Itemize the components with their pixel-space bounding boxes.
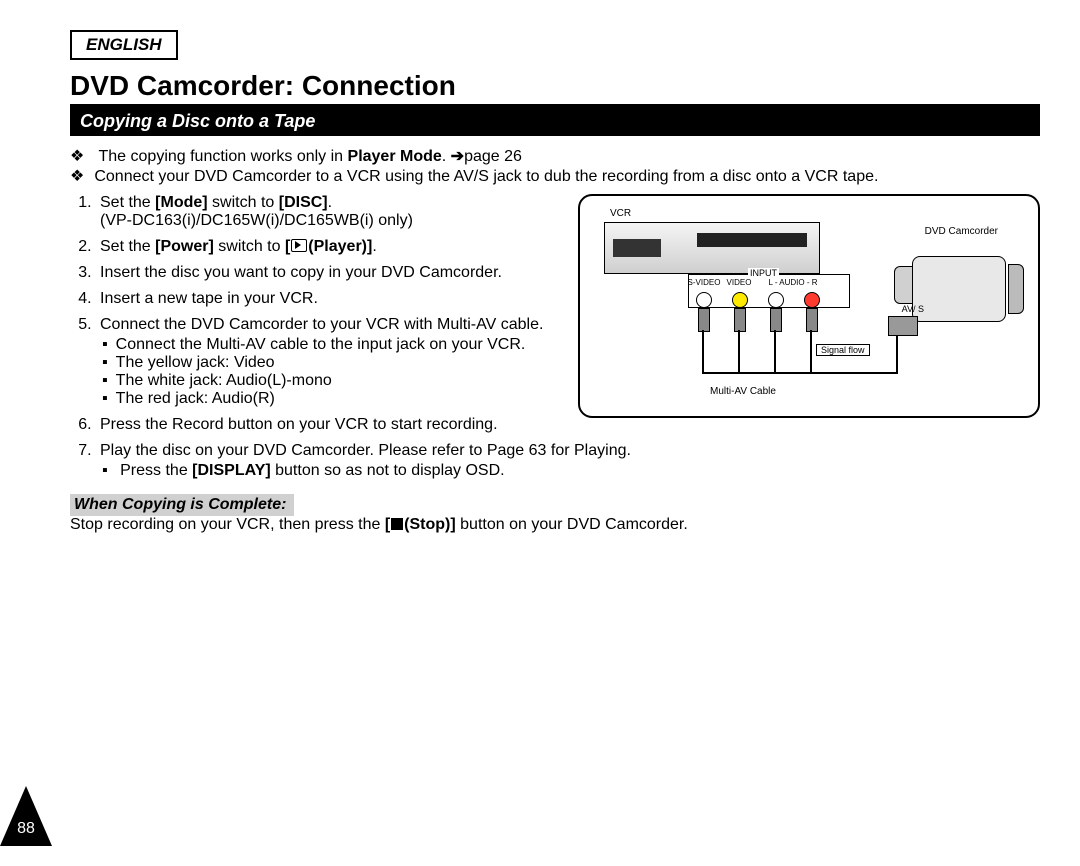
step-item: Press the Record button on your VCR to s… [96,416,1040,434]
diagram-av-jack [888,316,918,336]
bullet-item: Connect your DVD Camcorder to a VCR usin… [96,166,1040,186]
diagram-svideo-label: S-VIDEO [686,278,722,287]
diagram-signal-label: Signal flow [816,344,870,356]
stop-icon [391,518,403,530]
diagram-av-label: AV/ S [902,304,924,314]
diagram-audio-label: L - AUDIO - R [758,278,828,287]
section-heading: Copying a Disc onto a Tape [70,107,1040,136]
language-badge: ENGLISH [70,30,178,60]
substep-item: Press the [DISPLAY] button so as not to … [120,462,1040,480]
page-title: DVD Camcorder: Connection [70,70,1040,102]
diagram-vcr-label: VCR [610,208,631,219]
diagram-video-label: VIDEO [724,278,754,287]
bullet-item: The copying function works only in Playe… [96,146,1040,166]
diagram-vcr [604,222,820,274]
complete-heading: When Copying is Complete: [70,494,294,516]
diagram-camcorder-label: DVD Camcorder [925,226,998,237]
play-icon [291,239,307,252]
step-item: Play the disc on your DVD Camcorder. Ple… [96,442,1040,480]
connection-diagram: VCR DVD Camcorder INPUT S-VIDEO VIDEO L … [578,194,1040,418]
diagram-input-label: INPUT [748,268,779,278]
complete-text: Stop recording on your VCR, then press t… [70,516,1040,534]
page-number-badge: 88 [0,786,52,846]
diagram-cable-label: Multi-AV Cable [710,386,776,397]
